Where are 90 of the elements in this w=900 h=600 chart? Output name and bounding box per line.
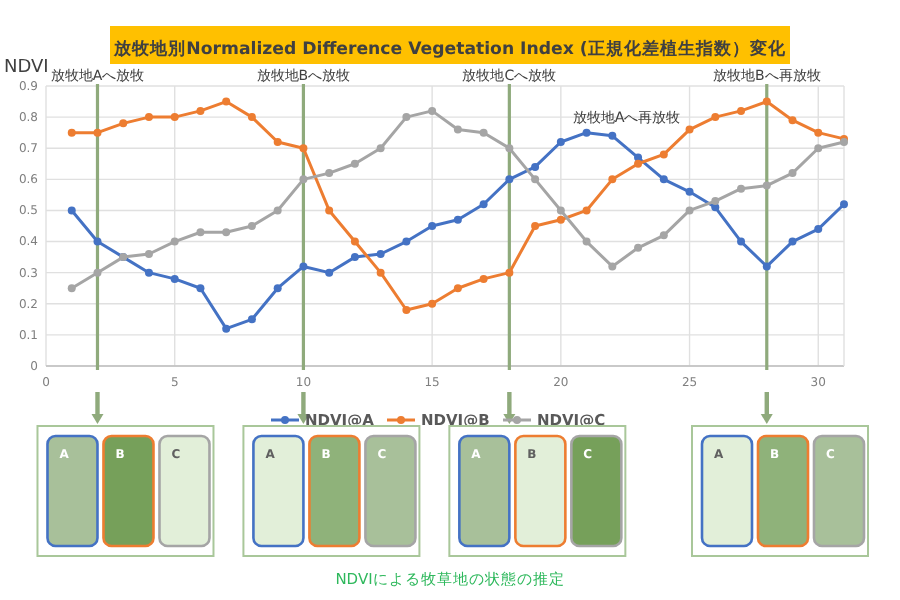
point: [170, 237, 179, 246]
point: [247, 113, 256, 122]
point: [273, 138, 282, 146]
point: [299, 262, 308, 271]
point: [814, 128, 823, 137]
point: [93, 237, 102, 246]
point: [788, 169, 797, 178]
point: [170, 274, 179, 283]
point: [376, 268, 385, 277]
point: [634, 243, 643, 252]
point: [762, 262, 771, 271]
point: [350, 253, 359, 262]
point: [299, 144, 308, 153]
point: [402, 113, 411, 122]
point: [222, 324, 231, 333]
point: [788, 116, 797, 125]
point: [659, 231, 668, 240]
point: [67, 284, 76, 293]
point: [428, 299, 437, 308]
point: [196, 106, 205, 115]
point: [531, 175, 540, 184]
point: [428, 106, 437, 115]
point: [685, 206, 694, 215]
point: [582, 206, 591, 215]
point: [196, 228, 205, 237]
point: [737, 184, 746, 193]
point: [428, 222, 437, 230]
point: [685, 125, 694, 134]
point: [531, 222, 540, 230]
y-axis-title: NDVI: [4, 58, 49, 78]
point: [144, 113, 153, 122]
point: [299, 175, 308, 184]
point: [737, 237, 746, 246]
point: [376, 144, 385, 153]
point: [479, 128, 488, 137]
point: [505, 175, 514, 184]
point: [67, 128, 76, 137]
point: [93, 128, 102, 137]
point: [350, 159, 359, 168]
line-series: [67, 128, 848, 333]
point: [531, 162, 540, 171]
point: [840, 200, 848, 209]
point: [762, 97, 771, 106]
point: [93, 268, 102, 277]
point: [325, 206, 334, 215]
point: [814, 225, 823, 234]
point: [608, 262, 617, 271]
point: [608, 175, 617, 184]
point: [788, 237, 797, 246]
point: [325, 169, 334, 178]
point: [170, 113, 179, 122]
point: [762, 181, 771, 190]
point: [402, 306, 411, 314]
point: [453, 284, 462, 293]
point: [608, 131, 617, 140]
point: [479, 274, 488, 283]
point: [325, 268, 334, 277]
point: [247, 315, 256, 324]
point: [556, 138, 565, 146]
point: [711, 113, 720, 122]
point: [479, 200, 488, 209]
point: [659, 175, 668, 184]
point: [556, 215, 565, 224]
point: [453, 125, 462, 134]
point: [685, 187, 694, 196]
point: [505, 268, 514, 277]
point: [222, 97, 231, 106]
point: [67, 206, 76, 215]
point: [453, 215, 462, 224]
point: [247, 222, 256, 230]
point: [144, 250, 153, 258]
point: [634, 159, 643, 168]
point: [814, 144, 823, 153]
point: [196, 284, 205, 293]
point: [350, 237, 359, 246]
point: [273, 206, 282, 215]
point: [737, 106, 746, 115]
point: [222, 228, 231, 237]
point: [711, 197, 720, 206]
point: [582, 237, 591, 246]
point: [659, 150, 668, 159]
point: [273, 284, 282, 293]
point: [505, 144, 514, 153]
point: [119, 119, 128, 128]
point: [582, 128, 591, 137]
point: [376, 250, 385, 258]
chart-title: 放牧地別Normalized Difference Vegetation Index (正規化差植生指数）変化: [112, 38, 788, 60]
point: [556, 206, 565, 215]
point: [402, 237, 411, 246]
point: [144, 268, 153, 277]
